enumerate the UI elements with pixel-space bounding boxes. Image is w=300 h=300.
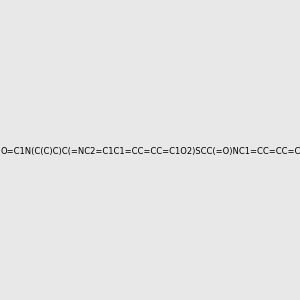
Text: O=C1N(C(C)C)C(=NC2=C1C1=CC=CC=C1O2)SCC(=O)NC1=CC=CC=C1: O=C1N(C(C)C)C(=NC2=C1C1=CC=CC=C1O2)SCC(=… <box>1 147 300 156</box>
